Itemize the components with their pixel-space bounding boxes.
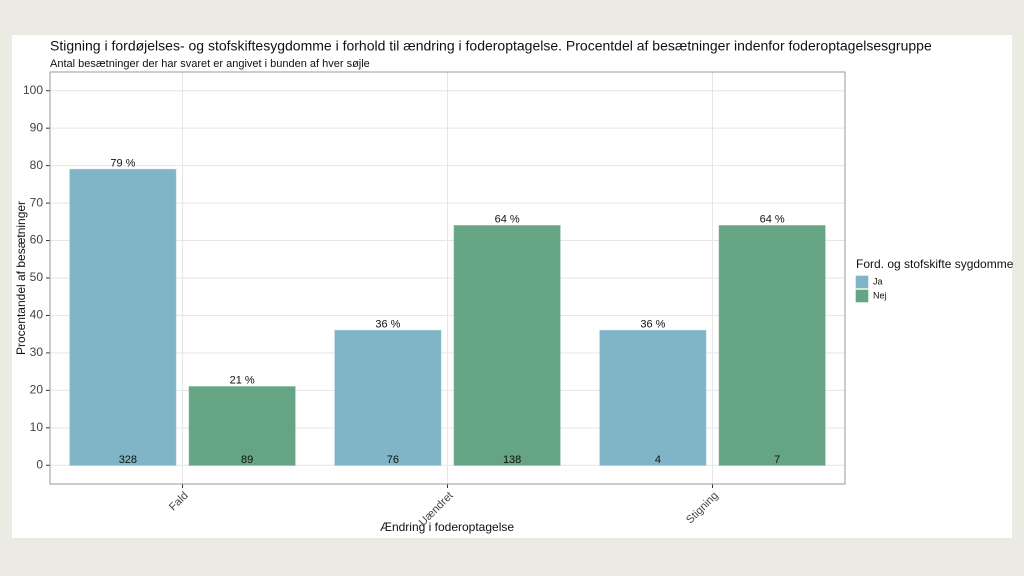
legend-label: Ja (873, 276, 883, 286)
y-axis-label: Procentandel af besætninger (14, 201, 28, 355)
count-label: 7 (774, 454, 780, 466)
bar (188, 386, 296, 466)
y-tick-label: 30 (30, 345, 44, 359)
count-label: 76 (387, 454, 399, 466)
count-label: 4 (655, 454, 661, 466)
legend-key (855, 289, 869, 303)
bar (334, 329, 442, 466)
value-label: 36 % (640, 318, 665, 330)
plot-border (49, 71, 846, 485)
y-tick-label: 40 (30, 308, 44, 322)
y-tick-label: 60 (30, 233, 44, 247)
x-axis-label: Ændring i foderoptagelse (380, 520, 514, 534)
value-label: 21 % (230, 375, 255, 387)
count-label: 328 (119, 454, 137, 466)
legend-label: Nej (873, 290, 887, 300)
count-label: 89 (241, 454, 253, 466)
y-tick-label: 10 (30, 420, 44, 434)
y-tick-label: 20 (30, 383, 44, 397)
bar (69, 168, 177, 466)
y-tick-label: 100 (23, 83, 43, 97)
value-label: 79 % (110, 157, 135, 169)
value-label: 36 % (375, 318, 400, 330)
bar (453, 225, 561, 466)
value-label: 64 % (760, 213, 785, 225)
legend-key (855, 275, 869, 289)
y-tick-label: 80 (30, 158, 44, 172)
count-label: 138 (503, 454, 521, 466)
legend-title: Ford. og stofskifte sygdomme (856, 257, 1014, 271)
y-tick-label: 50 (30, 270, 44, 284)
y-tick-label: 0 (36, 457, 43, 471)
bar (599, 329, 707, 466)
chart-title: Stigning i fordøjelses- og stofskiftesyg… (50, 38, 932, 54)
value-label: 64 % (495, 213, 520, 225)
y-tick-label: 90 (30, 120, 44, 134)
y-tick-label: 70 (30, 195, 44, 209)
bar (718, 225, 826, 466)
chart-subtitle: Antal besætninger der har svaret er angi… (50, 58, 370, 70)
